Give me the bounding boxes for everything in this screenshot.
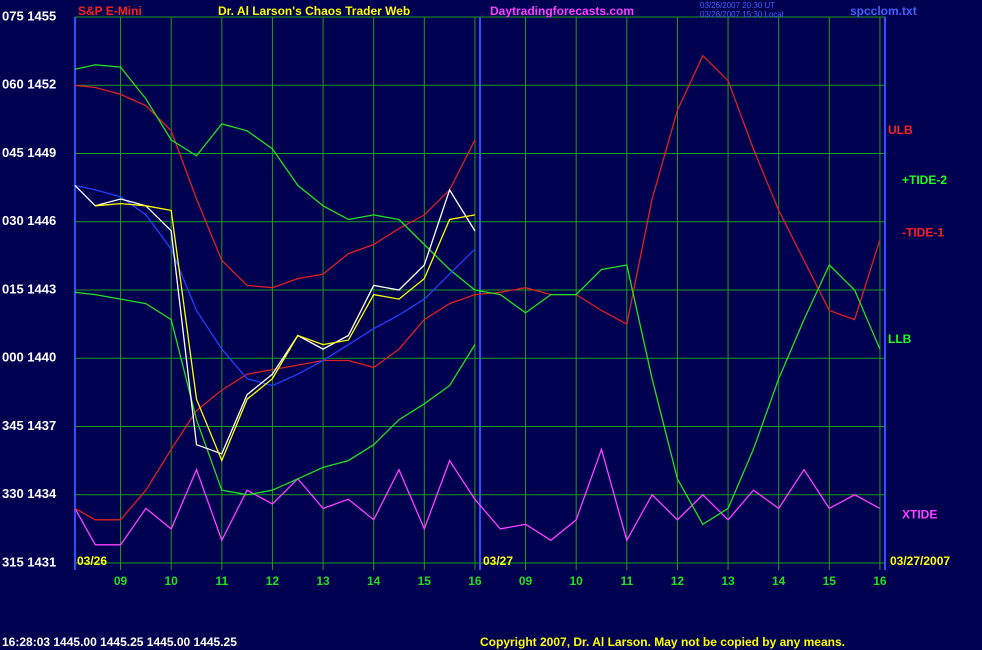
y-tick-label: 045 1449 (2, 145, 56, 160)
x-tick-label: 12 (671, 574, 685, 588)
x-tick-label: 14 (772, 574, 786, 588)
stamp: 03/26/2007 15:30 Local (700, 10, 784, 19)
date-label: 03/27 (483, 554, 513, 568)
x-tick-label: 10 (165, 574, 179, 588)
y-tick-label: 345 1437 (2, 418, 56, 433)
series-layer (74, 54, 881, 546)
x-tick-label: 11 (620, 574, 633, 588)
y-tick-label: 060 1452 (2, 77, 56, 92)
chart-title: Dr. Al Larson's Chaos Trader Web (218, 4, 410, 18)
series-line (74, 184, 476, 455)
file-name: spcclom.txt (850, 4, 917, 18)
quote: 16:28:03 1445.00 1445.25 1445.00 1445.25 (2, 635, 237, 649)
annotation: LLB (888, 332, 912, 346)
annotation: XTIDE (902, 507, 937, 521)
x-tick-label: 16 (873, 574, 887, 588)
x-tick-label: 15 (418, 574, 432, 588)
date-label: 03/26 (77, 554, 107, 568)
stamp: 03/26/2007 20:30 UT (700, 1, 775, 10)
y-tick-label: 330 1434 (2, 486, 57, 501)
x-tick-label: 13 (316, 574, 330, 588)
x-tick-label: 13 (721, 574, 735, 588)
series-line (74, 447, 881, 546)
y-tick-label: 015 1443 (2, 281, 56, 296)
y-tick-label: 030 1446 (2, 213, 56, 228)
x-tick-label: 09 (519, 574, 533, 588)
x-tick-label: 10 (570, 574, 584, 588)
x-tick-label: 09 (114, 574, 128, 588)
y-tick-label: 075 1455 (2, 8, 56, 23)
y-tick-label: 315 1431 (2, 554, 56, 569)
annotation: ULB (888, 123, 913, 137)
grid (75, 16, 885, 570)
copyright: Copyright 2007, Dr. Al Larson. May not b… (480, 635, 845, 649)
x-tick-label: 14 (367, 574, 381, 588)
label-layer: S&P E-Mini Dr. Al Larson's Chaos Trader … (2, 1, 950, 649)
x-tick-label: 15 (823, 574, 837, 588)
y-tick-label: 000 1440 (2, 350, 56, 365)
date-label: 03/27/2007 (890, 554, 950, 568)
annotation: -TIDE-1 (902, 225, 944, 239)
series-line (74, 184, 476, 387)
series-line (74, 54, 881, 521)
site: Daytradingforecasts.com (490, 4, 634, 18)
series-line (95, 202, 476, 463)
series-line (74, 64, 881, 526)
x-tick-label: 11 (215, 574, 228, 588)
symbol: S&P E-Mini (78, 4, 142, 18)
annotation: +TIDE-2 (902, 173, 947, 187)
series-line (74, 84, 476, 289)
x-tick-label: 12 (266, 574, 280, 588)
x-tick-label: 16 (468, 574, 482, 588)
series-line (74, 291, 476, 496)
